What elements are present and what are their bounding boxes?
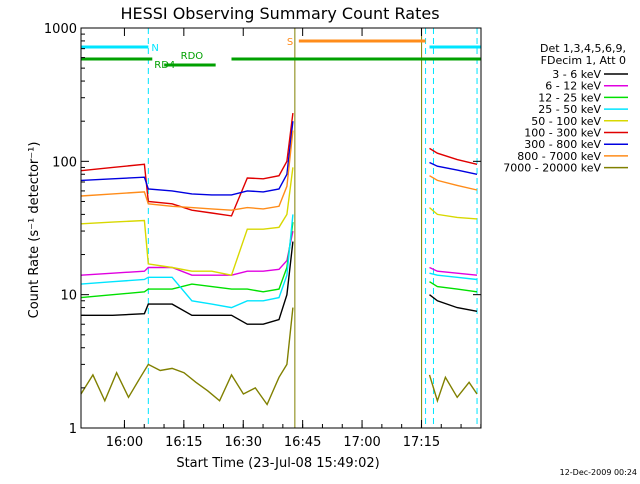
series-line-1-b: [429, 266, 478, 276]
y-axis-label: Count Rate (s⁻¹ detector⁻¹): [27, 142, 42, 319]
series-line-5-b: [429, 147, 478, 165]
y-tick-label-0: 1: [69, 422, 77, 437]
axis-layer: 1 10 100 1000 16:00 16:15 16:30 16:45 17:00 17:15: [44, 22, 482, 450]
y-tick-label-2: 100: [52, 155, 77, 170]
legend-label-8: 7000 - 20000 keV: [503, 162, 601, 175]
plot-layer: N S RD4 RDO: [80, 28, 481, 428]
plot-frame: [80, 27, 482, 429]
footer-date: 12-Dec-2009 00:24: [560, 468, 637, 477]
legend: Det 1,3,4,5,6,9, FDecim 1, Att 0 3 - 6 k…: [503, 42, 628, 175]
y-tick-label-1: 10: [60, 289, 77, 304]
legend-label-5: 100 - 300 keV: [524, 127, 601, 140]
x-tick-label-4: 17:00: [343, 435, 380, 450]
x-tick-label-5: 17:15: [403, 435, 440, 450]
series-line-7-a: [80, 130, 294, 211]
series-line-7-b: [429, 175, 478, 191]
x-tick-label-2: 16:30: [225, 435, 262, 450]
x-tick-label-0: 16:00: [106, 435, 143, 450]
rdo-flag-label: RDO: [181, 51, 204, 62]
legend-label-6: 300 - 800 keV: [524, 138, 601, 151]
series-line-3-a: [80, 214, 294, 309]
series-line-6-a: [80, 121, 294, 196]
chart-title: HESSI Observing Summary Count Rates: [120, 4, 439, 23]
y-tick-label-3: 1000: [44, 22, 77, 37]
x-tick-label-3: 16:45: [284, 435, 321, 450]
series-line-4-a: [80, 167, 294, 277]
series-line-3-b: [429, 272, 478, 281]
x-tick-label-1: 16:15: [165, 435, 202, 450]
night-flag-label: N: [151, 43, 158, 54]
legend-header-line-1: Det 1,3,4,5,6,9,: [540, 42, 626, 55]
legend-label-1: 6 - 12 keV: [545, 80, 601, 93]
series-line-0-b: [429, 294, 478, 312]
series-line-4-b: [429, 207, 478, 220]
series-line-2-a: [80, 222, 294, 299]
legend-label-3: 25 - 50 keV: [538, 103, 601, 116]
series-line-8-a: [80, 307, 294, 406]
rd4-flag-label: RD4: [154, 60, 175, 71]
series-line-5-a: [80, 113, 294, 217]
series-line-2-b: [429, 281, 478, 293]
legend-label-0: 3 - 6 keV: [552, 68, 601, 81]
legend-label-4: 50 - 100 keV: [531, 115, 601, 128]
series-line-1-a: [80, 230, 294, 276]
series-line-6-b: [429, 161, 478, 175]
series-line-8-b: [428, 374, 478, 404]
saa-flag-label: S: [287, 37, 293, 48]
legend-header-line-2: FDecim 1, Att 0: [541, 54, 626, 67]
legend-label-2: 12 - 25 keV: [538, 91, 601, 104]
legend-label-7: 800 - 7000 keV: [517, 150, 601, 163]
x-axis-label: Start Time (23-Jul-08 15:49:02): [176, 456, 379, 471]
series-line-0-a: [81, 241, 294, 325]
